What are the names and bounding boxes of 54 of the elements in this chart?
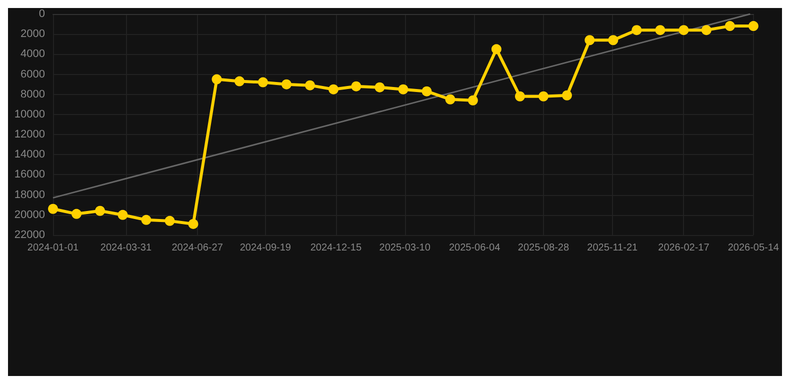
y-tick-label: 2000: [20, 28, 45, 40]
y-tick-label: 20000: [14, 208, 45, 221]
x-tick-label: 2026-02-17: [658, 242, 710, 254]
point: [678, 25, 689, 36]
x-tick-label: 2024-03-31: [100, 242, 152, 254]
x-tick-label: 2024-12-15: [310, 242, 362, 254]
point: [304, 80, 315, 90]
point: [188, 218, 198, 229]
point: [608, 35, 618, 46]
point: [632, 25, 642, 36]
point: [351, 81, 362, 92]
point: [72, 208, 82, 219]
point: [724, 21, 735, 32]
y-tick-label: 10000: [14, 108, 45, 120]
point: [95, 206, 106, 216]
point: [141, 214, 152, 225]
x-tick-label: 2024-06-27: [172, 242, 224, 254]
x-tick-label: 2024-01-01: [27, 242, 80, 254]
x-tick-label: 2026-05-14: [728, 242, 780, 254]
point: [258, 77, 268, 88]
point: [491, 44, 502, 54]
point: [398, 84, 408, 94]
y-tick-label: 12000: [14, 128, 45, 141]
y-tick-label: 16000: [14, 168, 45, 181]
x-tick-label: 2025-08-28: [518, 242, 570, 254]
point: [212, 74, 222, 84]
point: [562, 90, 572, 100]
x-tick-label: 2025-11-21: [587, 242, 638, 254]
y-tick-label: 14000: [14, 148, 45, 161]
point: [514, 91, 525, 102]
point: [748, 21, 758, 32]
point: [374, 82, 385, 92]
x-tick-label: 2025-06-04: [448, 242, 501, 254]
point: [655, 25, 666, 36]
y-tick-label: 18000: [14, 188, 45, 201]
point: [422, 86, 432, 96]
point: [445, 94, 456, 104]
x-tick-label: 2024-09-19: [240, 242, 292, 254]
point: [538, 91, 548, 102]
y-tick-label: 6000: [20, 68, 45, 80]
y-tick-label: 4000: [20, 48, 45, 60]
point: [584, 35, 595, 46]
point: [281, 79, 292, 90]
y-tick-label: 8000: [20, 88, 45, 100]
point: [118, 210, 128, 220]
y-tick-label: 0: [38, 8, 45, 20]
point: [234, 76, 244, 86]
point: [701, 25, 712, 36]
point: [48, 204, 58, 214]
y-tick-label: 22000: [14, 229, 45, 241]
point: [328, 84, 338, 94]
point: [164, 216, 175, 226]
point: [468, 95, 478, 106]
x-tick-label: 2025-03-10: [379, 242, 431, 254]
